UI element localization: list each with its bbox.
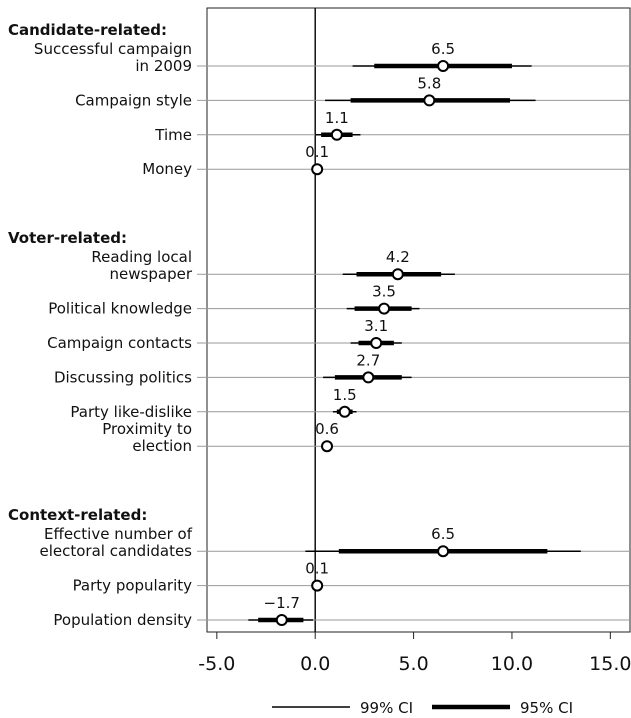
estimate	[370, 337, 383, 349]
x-tick-label: 10.0	[491, 653, 533, 675]
estimate	[437, 60, 450, 72]
value-label: 4.2	[386, 248, 410, 266]
row-label: Party popularity	[73, 577, 193, 595]
estimate	[362, 371, 375, 384]
value-label: 6.5	[431, 40, 455, 58]
value-label: 1.5	[333, 386, 357, 404]
row-label: election	[132, 437, 192, 455]
value-label: 5.8	[417, 74, 441, 92]
value-label: 0.1	[305, 143, 329, 161]
estimate	[330, 128, 343, 141]
row-label: Campaign contacts	[47, 334, 192, 352]
row-label: electoral candidates	[40, 542, 193, 560]
estimate	[437, 545, 450, 558]
row-label: Population density	[53, 611, 192, 629]
row-label: newspaper	[110, 265, 193, 283]
row-label: Campaign style	[75, 91, 192, 109]
value-label: 2.7	[356, 351, 380, 369]
row-label: in 2009	[135, 57, 192, 75]
row-label: Reading local	[91, 248, 192, 266]
row-label: Political knowledge	[48, 300, 192, 318]
x-tick-label: 5.0	[398, 653, 428, 675]
value-label: 3.1	[364, 317, 388, 335]
row-label: Proximity to	[102, 420, 192, 438]
estimate	[391, 268, 404, 281]
estimate	[423, 94, 436, 107]
legend-label: 95% CI	[520, 699, 573, 717]
estimate	[321, 440, 334, 453]
row-label: Money	[142, 160, 192, 178]
group-header: Voter-related:	[8, 229, 127, 247]
x-tick-label: -5.0	[198, 653, 235, 675]
x-tick-label: 0.0	[300, 653, 330, 675]
x-tick-label: 15.0	[589, 653, 631, 675]
estimate	[338, 405, 351, 418]
group-header: Context-related:	[8, 506, 147, 524]
estimate	[275, 614, 288, 626]
plot-frame	[206, 7, 631, 633]
value-label: 6.5	[431, 525, 455, 543]
value-label: −1.7	[264, 594, 300, 612]
estimate	[311, 163, 324, 176]
value-label: 3.5	[372, 283, 396, 301]
row-label: Successful campaign	[34, 40, 192, 58]
estimate	[311, 579, 324, 592]
value-label: 0.1	[305, 560, 329, 578]
value-label: 0.6	[315, 420, 339, 438]
row-label: Party like-dislike	[70, 403, 192, 421]
group-header: Candidate-related:	[8, 21, 167, 39]
row-label: Time	[154, 126, 192, 144]
row-label: Effective number of	[44, 525, 193, 543]
legend-label: 99% CI	[360, 699, 413, 717]
value-label: 1.1	[325, 109, 349, 127]
estimate	[378, 302, 391, 315]
row-label: Discussing politics	[54, 368, 192, 386]
